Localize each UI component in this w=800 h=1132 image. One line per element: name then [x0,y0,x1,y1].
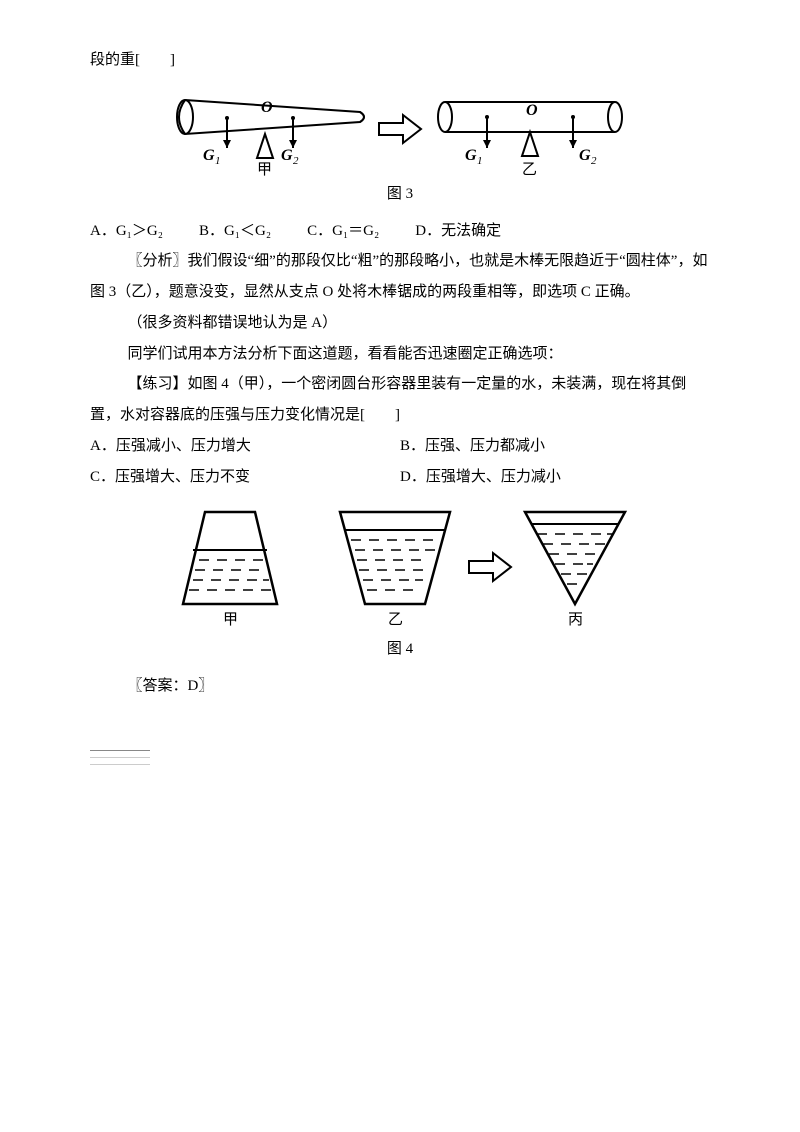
answer-line: 〖答案：D〗 [90,671,710,702]
svg-text:1: 1 [477,155,483,167]
fig4-arrow [465,547,515,587]
fig3-right-label: 乙 [522,162,537,177]
fig4-caption: 图 4 [90,634,710,665]
svg-text:G: G [281,147,293,164]
q1-opt-c: C．G₁＝G₂ [307,216,379,247]
fig4-b-svg: 乙 [325,502,465,632]
q1-opt-b: B．G₁＜G₂ [199,216,271,247]
svg-text:2: 2 [591,155,597,167]
svg-text:O: O [526,102,538,119]
q1-options: A．G₁＞G₂ B．G₁＜G₂ C．G₁＝G₂ D．无法确定 [90,216,710,247]
q1-opt-d: D．无法确定 [415,216,501,247]
note-1: （很多资料都错误地认为是 A） [90,308,710,339]
svg-text:1: 1 [215,155,221,167]
q2-opt-c: C．压强增大、压力不变 [90,462,400,493]
fig3-left-svg: O G 1 G 2 甲 [165,82,375,177]
q2-opt-d: D．压强增大、压力减小 [400,462,710,493]
footnote-line-2 [90,764,150,765]
footnote-rule [90,750,150,751]
q2-options-row1: A．压强减小、压力增大 B．压强、压力都减小 [90,431,710,462]
svg-text:G: G [579,147,591,164]
fig3-left-label: 甲 [257,162,272,177]
svg-text:G: G [465,147,477,164]
fig4-a-svg: 甲 [165,502,295,632]
fig3-caption: 图 3 [90,179,710,210]
fig4-a-label: 甲 [223,612,238,628]
footnote-line-1 [90,757,150,758]
q1-opt-a: A．G₁＞G₂ [90,216,163,247]
q2-opt-a: A．压强减小、压力增大 [90,431,400,462]
fig3-arrow [375,109,425,149]
fig4-c-svg: 丙 [515,502,635,632]
fig4-b-label: 乙 [388,612,403,628]
figure-3: O G 1 G 2 甲 O [90,82,710,177]
page: 段的重[ ] O G 1 G 2 甲 [0,0,800,1132]
exercise-text: 【练习】如图 4（甲），一个密闭圆台形容器里装有一定量的水，未装满，现在将其倒置… [90,369,710,431]
svg-text:G: G [203,147,215,164]
fig3-right-svg: O G 1 G 2 乙 [425,82,635,177]
q2-options-row2: C．压强增大、压力不变 D．压强增大、压力减小 [90,462,710,493]
fig3-left-O: O [261,99,273,116]
fig4-c-label: 丙 [568,612,583,628]
figure-4: 甲 乙 [90,502,710,632]
analysis-1: 〖分析〗我们假设“细”的那段仅比“粗”的那段略小，也就是木棒无限趋近于“圆柱体”… [90,246,710,308]
svg-text:2: 2 [293,155,299,167]
fragment-line: 段的重[ ] [90,45,710,76]
q2-opt-b: B．压强、压力都减小 [400,431,710,462]
bridge-text: 同学们试用本方法分析下面这道题，看看能否迅速圈定正确选项： [90,339,710,370]
